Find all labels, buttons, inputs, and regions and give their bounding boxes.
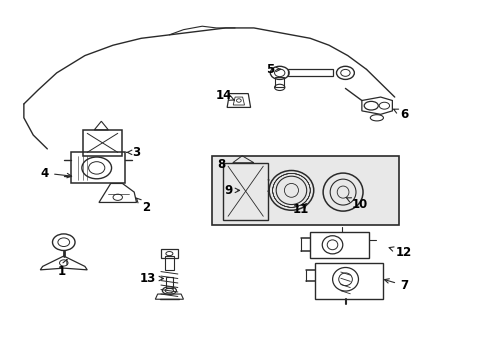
Bar [82, 130, 122, 156]
Text: 5: 5 [265, 63, 280, 76]
Bar [287, 69, 332, 76]
Bar [71, 152, 124, 184]
Text: 3: 3 [126, 146, 141, 159]
Text: 6: 6 [393, 108, 407, 121]
Text: 13: 13 [140, 272, 163, 285]
Text: 12: 12 [388, 246, 411, 259]
Text: 2: 2 [136, 198, 150, 214]
Bar [164, 256, 174, 270]
Text: 1: 1 [57, 260, 67, 278]
Text: 7: 7 [384, 279, 407, 292]
Bar [165, 278, 173, 288]
Text: 9: 9 [224, 184, 239, 197]
Text: 4: 4 [41, 167, 71, 180]
Bar [211, 156, 399, 225]
Text: 10: 10 [346, 198, 367, 211]
Text: 11: 11 [292, 203, 308, 216]
Bar [274, 77, 284, 87]
Bar [223, 163, 267, 220]
Bar [161, 249, 178, 258]
Text: 8: 8 [217, 158, 224, 171]
Text: 14: 14 [215, 89, 234, 102]
